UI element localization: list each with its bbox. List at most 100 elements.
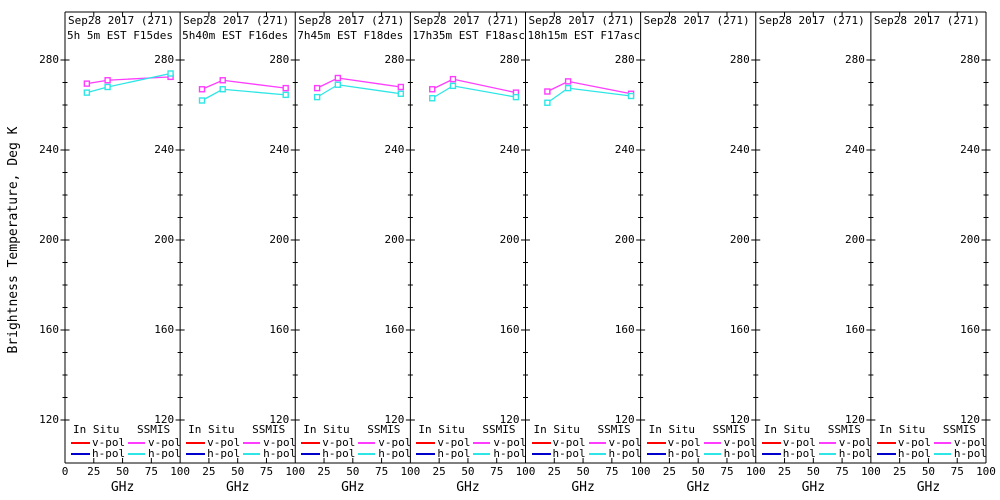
x-tick-label: 100 <box>400 465 421 478</box>
legend-swatch-ssmis-vpol <box>243 442 261 444</box>
legend-label-hpol: h-pol <box>493 447 527 460</box>
legend-header-ssmis: SSMIS <box>482 423 516 436</box>
legend-swatch-insitu-hpol <box>761 453 781 455</box>
y-tick-label: 160 <box>845 323 865 336</box>
data-marker <box>429 86 436 93</box>
panel-title: Sep28 2017 (271) <box>183 14 290 27</box>
x-tick-label: 75 <box>835 465 849 478</box>
x-tick-label: 75 <box>490 465 504 478</box>
y-tick-label: 200 <box>384 233 405 246</box>
legend-label-hpol: h-pol <box>608 447 642 460</box>
y-tick-label: 120 <box>384 413 405 426</box>
y-tick-label: 280 <box>39 53 59 66</box>
y-tick-label: 120 <box>960 413 980 426</box>
y-tick-label: 200 <box>960 233 980 246</box>
panel-subtitle: 5h40m EST F16des <box>182 29 289 42</box>
x-tick-label: 50 <box>576 465 590 478</box>
x-axis-label: GHz <box>916 480 941 495</box>
data-marker <box>334 74 342 82</box>
legend-swatch-insitu-vpol <box>301 442 321 444</box>
data-marker <box>429 95 436 102</box>
legend-swatch-ssmis-vpol <box>473 442 491 444</box>
y-tick-label: 200 <box>845 233 865 246</box>
legend-swatch-ssmis-hpol <box>358 453 376 455</box>
x-tick-label: 100 <box>285 465 306 478</box>
legend-swatch-insitu-hpol <box>876 453 896 455</box>
y-tick-label: 240 <box>269 143 290 156</box>
data-marker <box>198 86 206 93</box>
x-tick-label: 100 <box>170 465 191 478</box>
y-tick-label: 120 <box>154 413 175 426</box>
data-marker <box>282 91 289 99</box>
legend-label-vpol: v-pol <box>897 436 931 449</box>
data-marker <box>83 89 91 96</box>
x-tick-label: 25 <box>317 465 331 478</box>
y-tick-label: 200 <box>154 233 175 246</box>
legend-swatch-insitu-hpol <box>531 453 551 455</box>
legend-swatch-insitu-vpol <box>876 442 896 444</box>
legend-swatch-ssmis-vpol <box>588 442 606 444</box>
legend-label-vpol: v-pol <box>667 436 701 449</box>
y-tick-label: 280 <box>845 53 865 66</box>
legend-swatch-insitu-hpol <box>646 453 666 455</box>
y-tick-label: 280 <box>154 53 175 66</box>
y-tick-label: 280 <box>729 53 750 66</box>
legend-label-vpol: v-pol <box>493 436 527 449</box>
y-tick-label: 280 <box>499 53 520 66</box>
legend-header-ssmis: SSMIS <box>137 423 171 436</box>
y-tick-label: 200 <box>614 233 635 246</box>
data-marker <box>564 78 572 85</box>
legend-label-vpol: v-pol <box>322 436 356 449</box>
legend-header-in-situ: In Situ <box>188 423 235 436</box>
x-tick-label: 25 <box>777 465 792 478</box>
legend-swatch-insitu-hpol <box>301 453 321 455</box>
y-tick-label: 160 <box>960 323 980 336</box>
data-marker <box>334 81 342 88</box>
legend-header-ssmis: SSMIS <box>827 423 861 436</box>
legend-label-vpol: v-pol <box>92 436 126 449</box>
legend-label-vpol: v-pol <box>378 436 412 449</box>
data-marker <box>397 90 405 97</box>
legend-label-vpol: v-pol <box>207 436 241 449</box>
legend-label-hpol: h-pol <box>437 447 471 460</box>
x-axis-label: GHz <box>341 480 365 495</box>
y-tick-label: 160 <box>729 323 750 336</box>
legend-swatch-ssmis-hpol <box>933 453 951 455</box>
x-tick-label: 50 <box>461 465 475 478</box>
legend-swatch-insitu-vpol <box>646 442 666 444</box>
panel-title: Sep28 2017 (271) <box>873 14 980 27</box>
y-tick-label: 120 <box>729 413 750 426</box>
y-tick-label: 280 <box>269 53 290 66</box>
x-tick-label: 25 <box>662 465 677 478</box>
x-tick-label: 100 <box>745 465 766 478</box>
data-marker <box>83 80 91 87</box>
legend-label-vpol: v-pol <box>437 436 471 449</box>
legend-label-hpol: h-pol <box>552 447 586 460</box>
legend-header-ssmis: SSMIS <box>712 423 746 436</box>
x-tick-label: 75 <box>144 465 158 478</box>
legend-header-ssmis: SSMIS <box>942 423 976 436</box>
panel-subtitle: 5h 5m EST F15des <box>67 29 173 42</box>
legend-label-hpol: h-pol <box>897 447 931 460</box>
x-tick-label: 100 <box>630 465 651 478</box>
panel-title: Sep28 2017 (271) <box>758 14 865 27</box>
y-tick-label: 120 <box>39 413 59 426</box>
legend-header-in-situ: In Situ <box>73 423 120 436</box>
x-tick-label: 100 <box>976 465 996 478</box>
legend-label-vpol: v-pol <box>148 436 182 449</box>
x-axis-label: GHz <box>456 480 480 495</box>
legend-label-hpol: h-pol <box>667 447 701 460</box>
data-marker <box>627 92 635 100</box>
series-line-ssmis-v-pol <box>201 79 286 90</box>
x-axis-label: GHz <box>110 480 135 495</box>
x-tick-label: 100 <box>860 465 881 478</box>
legend-header-in-situ: In Situ <box>303 423 350 436</box>
data-marker <box>167 70 174 77</box>
x-tick-label: 25 <box>202 465 216 478</box>
y-tick-label: 160 <box>269 323 290 336</box>
y-tick-label: 160 <box>384 323 405 336</box>
series-line-ssmis-h-pol <box>316 84 401 98</box>
legend-swatch-ssmis-hpol <box>818 453 836 455</box>
legend-header-in-situ: In Situ <box>763 423 811 436</box>
